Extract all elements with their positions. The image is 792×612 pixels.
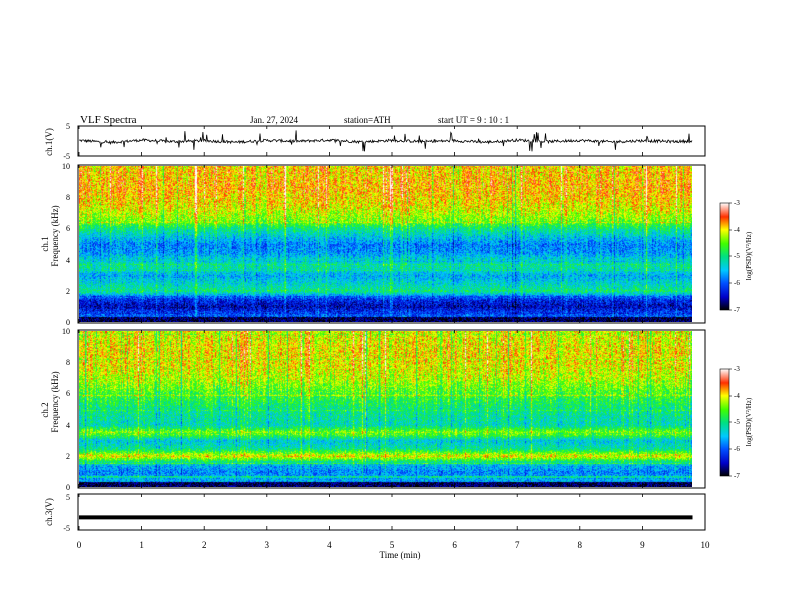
ch2-freq-tick-6: 6 — [66, 389, 70, 398]
ch1-waveform-panel: 5 -5 ch.1(V) — [44, 122, 706, 161]
ch1-freq-tick-4: 4 — [66, 256, 70, 265]
ch3-wave-tick-bottom: -5 — [63, 524, 70, 533]
ch2-freq-tick-8: 8 — [66, 358, 70, 367]
time-tick-label-6: 6 — [452, 540, 457, 550]
colorbar2-tick-m4: -4 — [734, 392, 740, 400]
colorbar2-tick-m5: -5 — [734, 418, 740, 426]
colorbar1-tick-m5: -5 — [734, 252, 740, 260]
colorbar2-tick-m7: -7 — [734, 472, 740, 480]
time-tick-label-10: 10 — [701, 540, 711, 550]
figure-title: VLF Spectra — [80, 114, 137, 126]
time-tick-label-4: 4 — [327, 540, 332, 550]
time-axis: 0 1 2 3 4 5 6 7 8 9 10 — [77, 126, 710, 550]
colorbar-ch1: -3 -4 -5 -6 -7 log(PSD)(V²/Hz) — [719, 199, 753, 314]
ch3-wave-label: ch.3(V) — [44, 498, 54, 526]
time-tick-label-9: 9 — [640, 540, 645, 550]
ch2-freq-tick-4: 4 — [66, 421, 70, 430]
date-label: Jan. 27, 2024 — [250, 115, 298, 125]
ch2-spectrogram — [79, 331, 692, 487]
ch1-wave-label: ch.1(V) — [44, 128, 54, 156]
ch3-wave-tick-top: 5 — [66, 493, 70, 502]
time-tick-label-1: 1 — [139, 540, 144, 550]
time-tick-label-5: 5 — [390, 540, 395, 550]
ch2-spectrogram-panel: 0 2 4 6 8 10 ch.2 Frequency (kHz) — [40, 327, 706, 492]
ch1-freq-tick-8: 8 — [66, 193, 70, 202]
station-label: station=ATH — [344, 115, 391, 125]
ch2-freq-tick-0: 0 — [66, 483, 70, 492]
ch1-freq-tick-10: 10 — [62, 162, 70, 171]
colorbar1-tick-m7: -7 — [734, 306, 740, 314]
ch2-spec-label-axis: Frequency (kHz) — [50, 371, 60, 432]
ch1-waveform-line — [78, 130, 693, 152]
time-tick-label-2: 2 — [202, 540, 207, 550]
ch1-freq-tick-6: 6 — [66, 224, 70, 233]
time-axis-label: Time (min) — [380, 550, 421, 560]
colorbar1-tick-m6: -6 — [734, 279, 740, 287]
colorbar1-tick-m4: -4 — [734, 226, 740, 234]
ch1-spectrogram-panel: 0 2 4 6 8 10 ch.1 Frequency (kHz) — [40, 162, 706, 327]
ch1-wave-tick-top: 5 — [66, 122, 70, 131]
ch2-freq-tick-2: 2 — [66, 452, 70, 461]
colorbar2-label: log(PSD)(V²/Hz) — [745, 397, 753, 446]
colorbar1-label: log(PSD)(V²/Hz) — [745, 231, 753, 280]
time-tick-label-8: 8 — [578, 540, 583, 550]
time-tick-label-0: 0 — [77, 540, 82, 550]
ch1-wave-tick-bottom: -5 — [63, 152, 70, 161]
colorbar1-tick-m3: -3 — [734, 199, 740, 207]
start-time-label: start UT = 9 : 10 : 1 — [438, 115, 509, 125]
ch1-spec-label-channel: ch.1 — [40, 236, 50, 251]
colorbar2-tick-m6: -6 — [734, 445, 740, 453]
ch1-freq-tick-0: 0 — [66, 318, 70, 327]
time-tick-label-3: 3 — [265, 540, 270, 550]
ch3-waveform-panel: 5 -5 ch.3(V) — [44, 493, 706, 533]
ch1-freq-tick-2: 2 — [66, 287, 70, 296]
colorbar-ch2: -3 -4 -5 -6 -7 log(PSD)(V²/Hz) — [719, 365, 753, 480]
ch2-spec-label-channel: ch.2 — [40, 402, 50, 417]
ch1-spec-label-axis: Frequency (kHz) — [50, 205, 60, 266]
colorbar2-tick-m3: -3 — [734, 365, 740, 373]
ch2-freq-tick-10: 10 — [62, 327, 70, 336]
time-tick-label-7: 7 — [515, 540, 520, 550]
ch1-spectrogram — [79, 166, 692, 322]
